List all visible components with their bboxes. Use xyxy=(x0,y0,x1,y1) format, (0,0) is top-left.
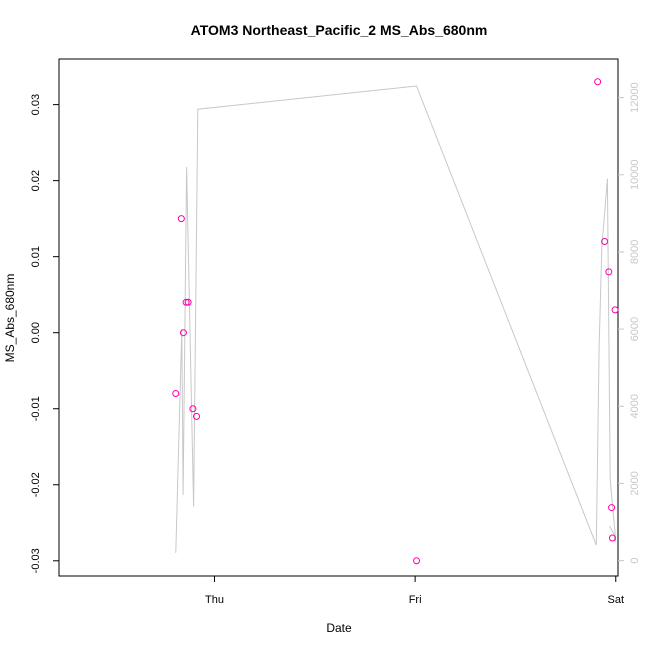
y2-tick-label: 4000 xyxy=(629,394,641,418)
y2-tick-label: 8000 xyxy=(629,240,641,264)
y-axis-right: 0 2000 4000 6000 8000 10000 12000 xyxy=(618,82,641,564)
data-point xyxy=(608,534,616,542)
y2-tick-label: 12000 xyxy=(629,82,641,113)
y-tick-label: -0.01 xyxy=(30,396,42,421)
chart-title: ATOM3 Northeast_Pacific_2 MS_Abs_680nm xyxy=(191,22,488,38)
data-point xyxy=(413,557,421,565)
y-tick-label: -0.03 xyxy=(30,548,42,573)
data-point xyxy=(172,390,180,398)
data-point xyxy=(605,268,613,276)
y-tick-label: 0.01 xyxy=(30,246,42,267)
data-point xyxy=(193,412,201,420)
y2-tick-label: 10000 xyxy=(629,159,641,190)
data-point xyxy=(601,237,609,245)
y-tick-label: 0.00 xyxy=(30,322,42,343)
data-point xyxy=(184,298,192,306)
y2-tick-label: 6000 xyxy=(629,317,641,341)
line-series xyxy=(175,85,617,553)
y-tick-label: 0.02 xyxy=(30,170,42,191)
data-point xyxy=(179,329,187,337)
x-axis-label: Date xyxy=(326,621,352,635)
y2-tick-label: 2000 xyxy=(629,471,641,495)
data-point xyxy=(594,78,602,86)
x-axis: Thu Fri Sat xyxy=(205,576,624,606)
series-line xyxy=(609,525,616,542)
data-point xyxy=(182,298,190,306)
series-line xyxy=(175,85,617,553)
y-tick-label: -0.02 xyxy=(30,472,42,497)
y2-tick-label: 0 xyxy=(629,558,641,564)
x-tick-label: Fri xyxy=(409,594,422,606)
data-point xyxy=(189,405,197,413)
data-point xyxy=(608,504,616,512)
y-axis-label: MS_Abs_680nm xyxy=(3,274,17,363)
plot-frame xyxy=(58,58,619,577)
y-tick-label: 0.03 xyxy=(30,94,42,115)
x-tick-label: Sat xyxy=(608,594,625,606)
data-point xyxy=(611,306,619,314)
y-axis-left: -0.03 -0.02 -0.01 0.00 0.01 0.02 0.03 xyxy=(30,94,59,573)
x-tick-label: Thu xyxy=(205,594,224,606)
point-series xyxy=(172,78,619,565)
data-point xyxy=(177,215,185,223)
